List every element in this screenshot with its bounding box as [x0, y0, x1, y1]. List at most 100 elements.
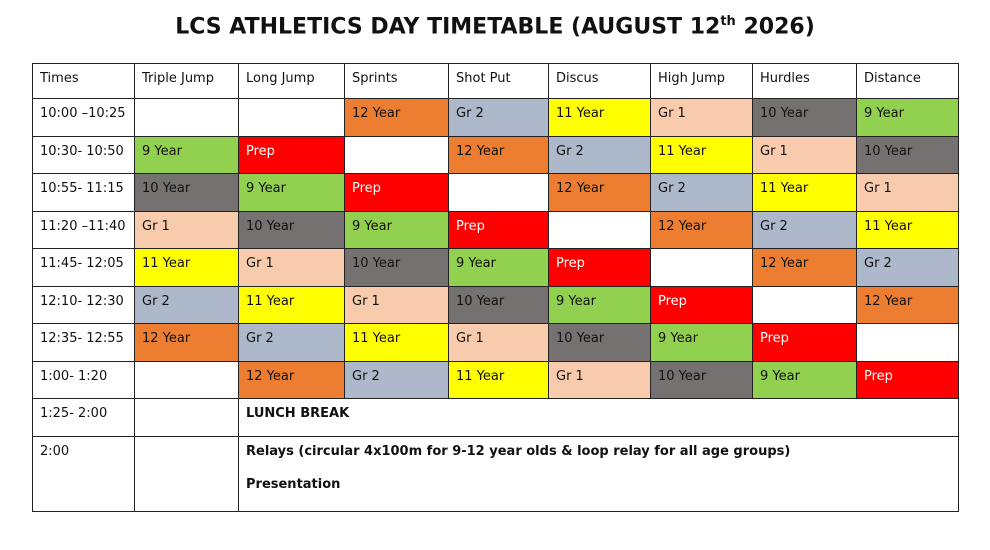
event-cell: 10 Year: [448, 285, 549, 324]
header-cell: High Jump: [650, 63, 753, 99]
title-text: LCS ATHLETICS DAY TIMETABLE (AUGUST 12: [175, 14, 721, 40]
event-cell: 10 Year: [856, 135, 959, 174]
event-cell: Gr 2: [752, 210, 857, 249]
event-cell: Prep: [650, 285, 753, 324]
event-cell: 9 Year: [448, 248, 549, 287]
note-text: Presentation: [246, 477, 341, 492]
header-row: Times Triple Jump Long Jump Sprints Shot Put…: [32, 63, 959, 99]
time-cell: 1:00- 1:20: [32, 360, 135, 399]
note-text: LUNCH BREAK: [246, 406, 350, 421]
note-cell: LUNCH BREAK: [238, 398, 959, 437]
event-cell: 12 Year: [856, 285, 959, 324]
event-cell: 11 Year: [238, 285, 345, 324]
event-cell: 12 Year: [238, 360, 345, 399]
event-cell: Prep: [752, 323, 857, 362]
row: 10:30- 10:50 9 Year Prep 12 Year Gr 2 11 Year…: [32, 135, 959, 174]
event-cell: Prep: [238, 135, 345, 174]
event-cell: Prep: [548, 248, 651, 287]
event-cell: Gr 2: [448, 98, 549, 137]
event-cell: 11 Year: [344, 323, 449, 362]
event-cell: Gr 2: [238, 323, 345, 362]
event-cell: Gr 2: [650, 173, 753, 212]
event-cell: 10 Year: [548, 323, 651, 362]
event-cell: [238, 98, 345, 137]
event-cell: 9 Year: [238, 173, 345, 212]
event-cell: 11 Year: [856, 210, 959, 249]
event-cell: 12 Year: [448, 135, 549, 174]
event-cell: [344, 135, 449, 174]
title-sup: th: [720, 14, 736, 29]
time-cell: 10:55- 11:15: [32, 173, 135, 212]
event-cell: Gr 2: [548, 135, 651, 174]
event-cell: 9 Year: [134, 135, 239, 174]
event-cell: 11 Year: [752, 173, 857, 212]
event-cell: 9 Year: [752, 360, 857, 399]
event-cell: 10 Year: [344, 248, 449, 287]
header-cell: Long Jump: [238, 63, 345, 99]
event-cell: Gr 1: [134, 210, 239, 249]
row: 10:00 –10:25 12 Year Gr 2 11 Year Gr 1 10 Yea…: [32, 98, 959, 137]
event-cell: [134, 360, 239, 399]
note-cell: Relays (circular 4x100m for 9-12 year ol…: [238, 436, 959, 512]
empty-cell: [134, 436, 239, 512]
event-cell: 12 Year: [650, 210, 753, 249]
note-text: Relays (circular 4x100m for 9-12 year ol…: [246, 444, 791, 459]
row: 11:45- 12:05 11 Year Gr 1 10 Year 9 Year Prep…: [32, 248, 959, 287]
time-cell: 11:45- 12:05: [32, 248, 135, 287]
title-text: 2026): [735, 14, 815, 40]
event-cell: 10 Year: [238, 210, 345, 249]
event-cell: Prep: [448, 210, 549, 249]
event-cell: 12 Year: [134, 323, 239, 362]
row: 11:20 –11:40 Gr 1 10 Year 9 Year Prep 12 Year…: [32, 210, 959, 249]
header-cell: Discus: [548, 63, 651, 99]
event-cell: 9 Year: [856, 98, 959, 137]
title: LCS ATHLETICS DAY TIMETABLE (AUGUST 12th…: [0, 14, 990, 39]
time-cell: 2:00: [32, 436, 135, 512]
event-cell: Gr 1: [448, 323, 549, 362]
event-cell: Gr 1: [548, 360, 651, 399]
row: 1:00- 1:20 12 Year Gr 2 11 Year Gr 1 10 Year 9…: [32, 360, 959, 399]
time-cell: 12:35- 12:55: [32, 323, 135, 362]
event-cell: [752, 285, 857, 324]
time-cell: 1:25- 2:00: [32, 398, 135, 437]
header-cell: Shot Put: [448, 63, 549, 99]
header-cell: Times: [32, 63, 135, 99]
empty-cell: [134, 398, 239, 437]
row: 10:55- 11:15 10 Year 9 Year Prep 12 Year Gr 2…: [32, 173, 959, 212]
event-cell: Gr 2: [134, 285, 239, 324]
event-cell: Gr 1: [752, 135, 857, 174]
event-cell: 10 Year: [134, 173, 239, 212]
header-cell: Sprints: [344, 63, 449, 99]
time-cell: 12:10- 12:30: [32, 285, 135, 324]
event-cell: 11 Year: [134, 248, 239, 287]
event-cell: 11 Year: [650, 135, 753, 174]
event-cell: Gr 1: [856, 173, 959, 212]
event-cell: 11 Year: [548, 98, 651, 137]
event-cell: Gr 2: [856, 248, 959, 287]
event-cell: Gr 1: [238, 248, 345, 287]
event-cell: 12 Year: [548, 173, 651, 212]
event-cell: [650, 248, 753, 287]
timetable: Times Triple Jump Long Jump Sprints Shot Put…: [32, 63, 959, 512]
event-cell: 12 Year: [752, 248, 857, 287]
time-cell: 11:20 –11:40: [32, 210, 135, 249]
event-cell: 9 Year: [548, 285, 651, 324]
note-row: 2:00 Relays (circular 4x100m for 9-12 yea…: [32, 436, 959, 512]
row: 12:35- 12:55 12 Year Gr 2 11 Year Gr 1 10 Yea…: [32, 323, 959, 362]
header-cell: Hurdles: [752, 63, 857, 99]
event-cell: 12 Year: [344, 98, 449, 137]
event-cell: [856, 323, 959, 362]
event-cell: 10 Year: [752, 98, 857, 137]
event-cell: Prep: [856, 360, 959, 399]
row: 12:10- 12:30 Gr 2 11 Year Gr 1 10 Year 9 Year…: [32, 285, 959, 324]
event-cell: 10 Year: [650, 360, 753, 399]
event-cell: Prep: [344, 173, 449, 212]
time-cell: 10:00 –10:25: [32, 98, 135, 137]
header-cell: Distance: [856, 63, 959, 99]
event-cell: Gr 2: [344, 360, 449, 399]
event-cell: 11 Year: [448, 360, 549, 399]
time-cell: 10:30- 10:50: [32, 135, 135, 174]
event-cell: 9 Year: [650, 323, 753, 362]
event-cell: [548, 210, 651, 249]
event-cell: Gr 1: [650, 98, 753, 137]
